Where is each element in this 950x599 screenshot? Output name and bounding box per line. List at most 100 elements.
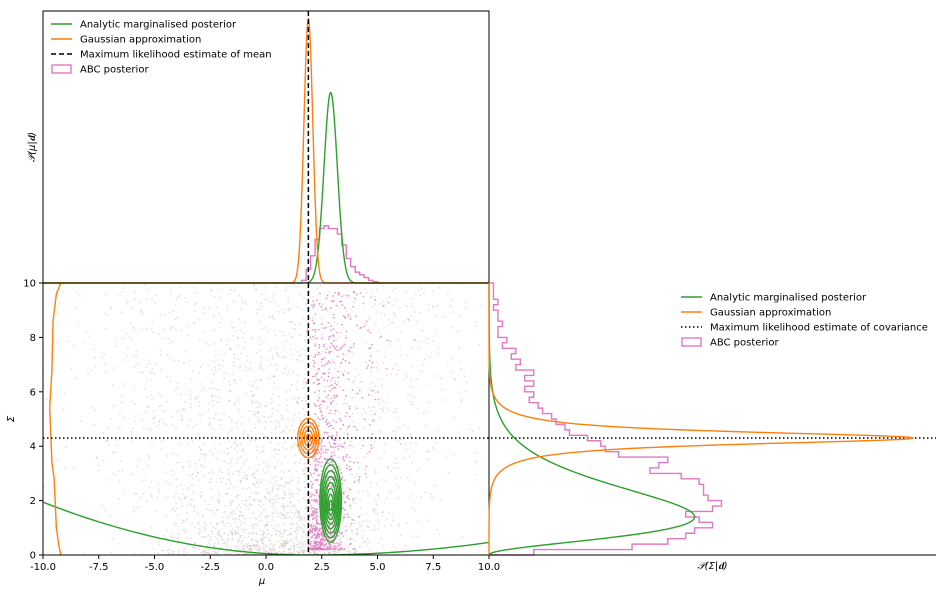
prior-sample-point	[344, 334, 347, 337]
prior-sample-point	[282, 429, 285, 432]
abc-sample-point	[317, 533, 320, 536]
prior-sample-point	[255, 481, 258, 483]
prior-sample-point	[392, 321, 394, 324]
prior-sample-point	[285, 481, 288, 484]
abc-sample-point	[332, 400, 334, 403]
abc-sample-point	[345, 456, 348, 458]
prior-sample-point	[460, 400, 463, 403]
prior-sample-point	[338, 539, 340, 542]
prior-sample-point	[328, 552, 330, 555]
prior-sample-point	[365, 541, 367, 544]
prior-sample-point	[223, 353, 226, 355]
prior-sample-point	[43, 485, 45, 488]
prior-sample-point	[182, 493, 184, 495]
prior-sample-point	[274, 419, 277, 422]
prior-sample-point	[260, 478, 263, 480]
prior-sample-point	[412, 535, 414, 538]
prior-sample-point	[230, 446, 232, 448]
prior-sample-point	[236, 444, 238, 446]
abc-sample-point	[332, 328, 335, 331]
abc-sample-point	[337, 445, 339, 448]
prior-sample-point	[335, 403, 338, 405]
prior-sample-point	[259, 320, 262, 323]
abc-sample-point	[349, 543, 351, 546]
prior-sample-point	[303, 377, 306, 380]
abc-sample-point	[323, 372, 326, 375]
prior-sample-point	[351, 500, 354, 502]
prior-sample-point	[256, 301, 259, 303]
prior-sample-point	[265, 550, 268, 553]
prior-sample-point	[238, 515, 241, 517]
prior-sample-point	[405, 290, 408, 293]
prior-sample-point	[356, 527, 358, 530]
abc-sample-point	[321, 364, 324, 367]
prior-sample-point	[201, 514, 204, 516]
prior-sample-point	[175, 411, 177, 413]
abc-sample-point	[329, 548, 331, 551]
prior-sample-point	[366, 545, 369, 547]
prior-sample-point	[211, 400, 214, 402]
abc-sample-point	[318, 424, 320, 427]
prior-sample-point	[363, 295, 365, 298]
prior-sample-point	[352, 344, 355, 347]
prior-sample-point	[363, 288, 366, 291]
prior-sample-point	[222, 512, 225, 515]
prior-sample-point	[364, 411, 367, 414]
prior-sample-point	[172, 550, 175, 553]
abc-sample-point	[348, 498, 350, 500]
prior-sample-point	[195, 475, 198, 478]
prior-sample-point	[287, 511, 289, 514]
prior-sample-point	[165, 423, 167, 426]
prior-sample-point	[390, 373, 393, 376]
abc-sample-point	[315, 299, 318, 302]
prior-sample-point	[208, 544, 211, 546]
prior-sample-point	[180, 416, 183, 419]
prior-sample-point	[118, 480, 121, 483]
prior-sample-point	[210, 530, 213, 533]
prior-sample-point	[352, 345, 355, 348]
prior-sample-point	[426, 337, 429, 340]
prior-sample-point	[478, 343, 480, 346]
prior-sample-point	[399, 477, 402, 479]
abc-sample-point	[337, 448, 340, 450]
prior-sample-point	[359, 447, 362, 450]
prior-sample-point	[302, 386, 305, 389]
prior-sample-point	[281, 496, 284, 499]
prior-sample-point	[259, 344, 261, 346]
prior-sample-point	[453, 416, 455, 419]
abc-sample-point	[342, 445, 345, 448]
abc-sample-point	[320, 448, 323, 451]
prior-sample-point	[361, 536, 364, 539]
abc-sample-point	[318, 541, 321, 544]
abc-sample-point	[331, 387, 334, 390]
prior-sample-point	[414, 509, 416, 512]
prior-sample-point	[357, 480, 360, 482]
prior-sample-point	[227, 380, 230, 383]
prior-sample-point	[190, 537, 192, 540]
abc-sample-point	[353, 291, 356, 293]
prior-sample-point	[339, 366, 342, 368]
prior-sample-point	[230, 514, 233, 517]
prior-sample-point	[219, 443, 221, 445]
abc-sample-point	[314, 463, 317, 466]
abc-sample-point	[341, 548, 343, 551]
prior-sample-point	[176, 536, 179, 539]
prior-sample-point	[303, 529, 305, 532]
abc-sample-point	[320, 439, 323, 442]
abc-sample-point	[318, 389, 321, 392]
prior-sample-point	[286, 399, 289, 402]
prior-sample-point	[268, 500, 271, 503]
prior-sample-point	[264, 405, 267, 407]
prior-sample-point	[276, 487, 279, 490]
y-tick-label: 0	[30, 551, 36, 562]
prior-sample-point	[252, 544, 255, 546]
abc-sample-point	[328, 412, 331, 415]
prior-sample-point	[422, 412, 425, 415]
prior-sample-point	[365, 519, 368, 522]
prior-sample-point	[412, 386, 414, 389]
prior-sample-point	[126, 346, 129, 349]
prior-sample-point	[268, 539, 271, 542]
prior-sample-point	[433, 448, 435, 451]
prior-sample-point	[214, 551, 217, 554]
prior-sample-point	[258, 485, 261, 488]
